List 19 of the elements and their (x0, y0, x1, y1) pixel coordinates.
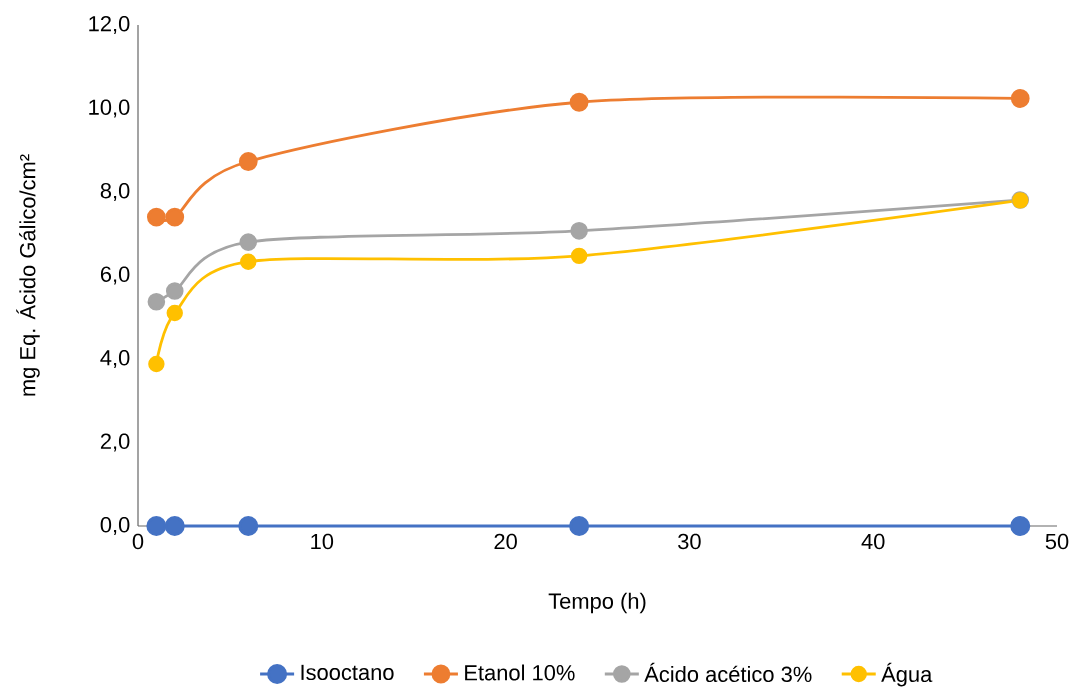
x-tick-label: 30 (678, 533, 701, 550)
y-tick-label: 4,0 (100, 349, 130, 369)
y-tick-label: 10,0 (89, 99, 130, 118)
y-tick-label: 2,0 (100, 433, 130, 452)
x-tick-label: 10 (311, 533, 334, 550)
y-tick-label: 12,0 (89, 15, 130, 35)
y-tick-label: 0,0 (100, 516, 130, 536)
legend-label: Isooctano (301, 664, 394, 681)
legend-label: Etanol 10% (465, 664, 575, 681)
x-tick-label: 20 (494, 533, 517, 550)
x-tick-label: 50 (1045, 533, 1069, 550)
y-axis-title: mg Eq. Ácido Gálico/cm² (16, 154, 40, 396)
x-axis-title: Tempo (h) (548, 592, 646, 614)
y-tick-label: 8,0 (100, 182, 130, 202)
legend-label: Ácido acético 3% (644, 662, 812, 683)
x-tick-label: 0 (132, 533, 144, 550)
x-tick-label: 40 (861, 533, 885, 550)
legend-label: Água (881, 662, 933, 687)
y-tick-label: 6,0 (100, 266, 130, 285)
